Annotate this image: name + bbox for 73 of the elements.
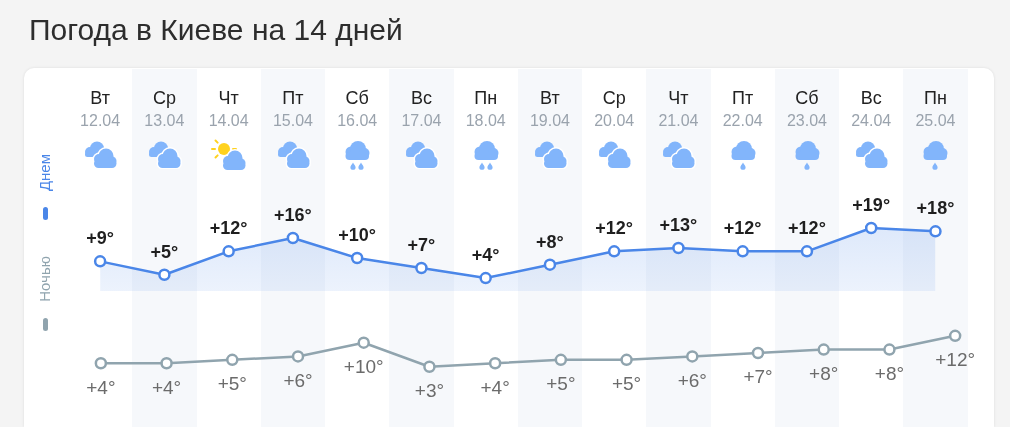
data-label: +9°: [86, 228, 114, 249]
point: [350, 251, 364, 265]
category-label: Ср 20.04: [594, 88, 635, 129]
point: [423, 360, 436, 373]
data-label: +5°: [611, 373, 642, 395]
point: [93, 255, 107, 268]
category-label: Сб 16.04: [337, 88, 378, 129]
point: [415, 261, 428, 275]
point: [160, 357, 173, 370]
point: [751, 346, 765, 360]
data-label: +4°: [480, 376, 510, 398]
data-label: +4°: [471, 245, 500, 266]
point: [817, 343, 830, 356]
point: [291, 350, 305, 363]
data-label: +4°: [151, 376, 182, 398]
point: [543, 258, 557, 271]
text: Днем: [36, 154, 53, 192]
point: [554, 353, 568, 367]
chart-title: Погода в Киеве на 14 дней: [29, 12, 403, 48]
data-label: +8°: [809, 362, 839, 384]
point: [226, 353, 239, 367]
point: [286, 231, 300, 245]
data-label: +6°: [283, 369, 313, 391]
data-label: +8°: [874, 362, 905, 384]
category-label: Ср 13.04: [144, 88, 185, 129]
category-label: Пт 22.04: [722, 88, 763, 129]
data-label: +16°: [274, 204, 312, 225]
category-label: Чт 21.04: [658, 88, 699, 129]
data-label: +13°: [659, 214, 698, 235]
category-label: Вс 17.04: [401, 88, 442, 129]
point: [672, 241, 685, 255]
point: [357, 336, 370, 349]
data-label: +6°: [677, 369, 707, 391]
point: [222, 245, 235, 258]
data-label: +7°: [407, 235, 436, 256]
data-label: +12°: [935, 349, 976, 371]
data-label: +3°: [414, 379, 445, 401]
point: [800, 245, 814, 258]
data-label: +10°: [338, 224, 377, 245]
point: [736, 245, 749, 258]
point: [479, 271, 492, 285]
data-label: +12°: [209, 218, 248, 239]
data-label: +5°: [150, 241, 179, 262]
data-label: +19°: [852, 194, 891, 215]
category-label: Пн 25.04: [915, 88, 956, 129]
point: [607, 245, 621, 258]
point: [686, 350, 699, 363]
text: Ночью: [36, 256, 53, 303]
point: [929, 225, 942, 238]
category-label: Вт 19.04: [529, 88, 570, 129]
category-label: Вт 12.04: [80, 88, 121, 129]
point: [158, 268, 171, 281]
category-label: Пн 18.04: [465, 88, 506, 129]
data-label: +12°: [723, 218, 762, 239]
category-label: Сб 23.04: [786, 88, 827, 129]
data-label: +7°: [743, 366, 773, 388]
data-label: +8°: [536, 231, 564, 252]
point: [864, 221, 878, 235]
category-label: Вс 24.04: [851, 88, 892, 129]
data-label: +4°: [86, 376, 116, 398]
data-label: +12°: [595, 218, 634, 239]
data-label: +12°: [788, 218, 826, 239]
data-label: +5°: [546, 373, 576, 395]
point: [883, 343, 896, 356]
category-label: Чт 14.04: [208, 88, 249, 129]
data-label: +18°: [916, 198, 955, 219]
point: [488, 357, 502, 370]
point: [94, 357, 108, 370]
data-label: +10°: [343, 355, 384, 377]
point: [948, 329, 962, 343]
point: [620, 353, 633, 367]
category-label: Пт 15.04: [272, 88, 313, 129]
data-label: +5°: [217, 373, 247, 395]
